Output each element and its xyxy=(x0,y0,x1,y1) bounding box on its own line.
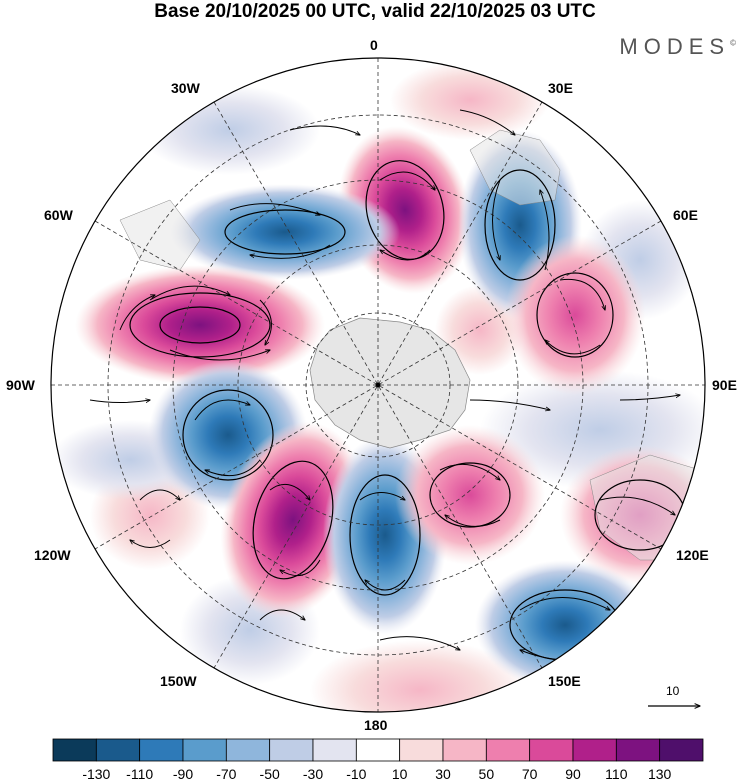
colorbar-swatch xyxy=(659,738,704,762)
lon-label-30e: 30E xyxy=(548,80,573,96)
graticule xyxy=(51,58,705,712)
colorbar-tick-label: -90 xyxy=(172,766,194,782)
colorbar-swatch xyxy=(442,738,487,762)
lon-label-120w: 120W xyxy=(34,547,71,563)
lon-label-150w: 150W xyxy=(160,673,197,689)
colorbar-swatch xyxy=(615,738,661,762)
lon-label-90e: 90E xyxy=(712,377,737,393)
colorbar-tick-label: 10 xyxy=(391,766,408,782)
colorbar-tick-label: -10 xyxy=(346,766,367,782)
lon-label-60w: 60W xyxy=(44,207,73,223)
map-border xyxy=(50,57,706,713)
colorbar-tick-label: -130 xyxy=(82,766,111,782)
colorbar-tick-label: 50 xyxy=(478,766,495,782)
lon-label-30w: 30W xyxy=(171,80,200,96)
colorbar-tick-label: 110 xyxy=(605,766,628,782)
colorbar-swatch xyxy=(269,738,314,762)
colorbar-swatch xyxy=(182,738,227,762)
brand-name: MODES xyxy=(619,34,731,59)
reference-vector-value: 10 xyxy=(666,684,680,698)
colorbar-tick-label: -50 xyxy=(259,766,280,782)
lon-label-60e: 60E xyxy=(673,207,698,223)
modes-logo: MODES© xyxy=(619,34,736,60)
colorbar-tick-label: 30 xyxy=(435,766,451,782)
colorbar-tick-label: 90 xyxy=(565,766,581,782)
colorbar-tick-label: -30 xyxy=(302,766,324,782)
chart-title: Base 20/10/2025 00 UTC, valid 22/10/2025… xyxy=(154,1,596,22)
colorbar-swatch xyxy=(225,738,271,762)
colorbar-tick-label: -110 xyxy=(126,766,154,782)
colorbar-tick-label: -70 xyxy=(216,766,237,782)
wind-vectors xyxy=(89,109,680,661)
lon-label-90w: 90W xyxy=(6,377,35,393)
colorbar-tick-label: 130 xyxy=(647,766,672,782)
colorbar-swatch xyxy=(572,738,617,762)
colorbar xyxy=(52,738,704,762)
colorbar-swatch xyxy=(355,738,401,762)
colorbar-swatch xyxy=(139,738,184,762)
brand-mark: © xyxy=(730,38,736,48)
colorbar-swatch xyxy=(485,738,531,762)
colorbar-swatch xyxy=(529,738,574,762)
colorbar-swatch xyxy=(52,738,97,762)
colorbar-swatch xyxy=(95,738,141,762)
lon-label-150e: 150E xyxy=(548,673,581,689)
anomaly-field xyxy=(51,58,705,712)
colorbar-swatch xyxy=(312,738,357,762)
colorbar-tick-label: 70 xyxy=(521,766,538,782)
lon-label-120e: 120E xyxy=(676,547,709,563)
lon-label-0: 0 xyxy=(370,37,378,53)
colorbar-swatch xyxy=(399,738,444,762)
lon-label-180: 180 xyxy=(364,717,388,733)
